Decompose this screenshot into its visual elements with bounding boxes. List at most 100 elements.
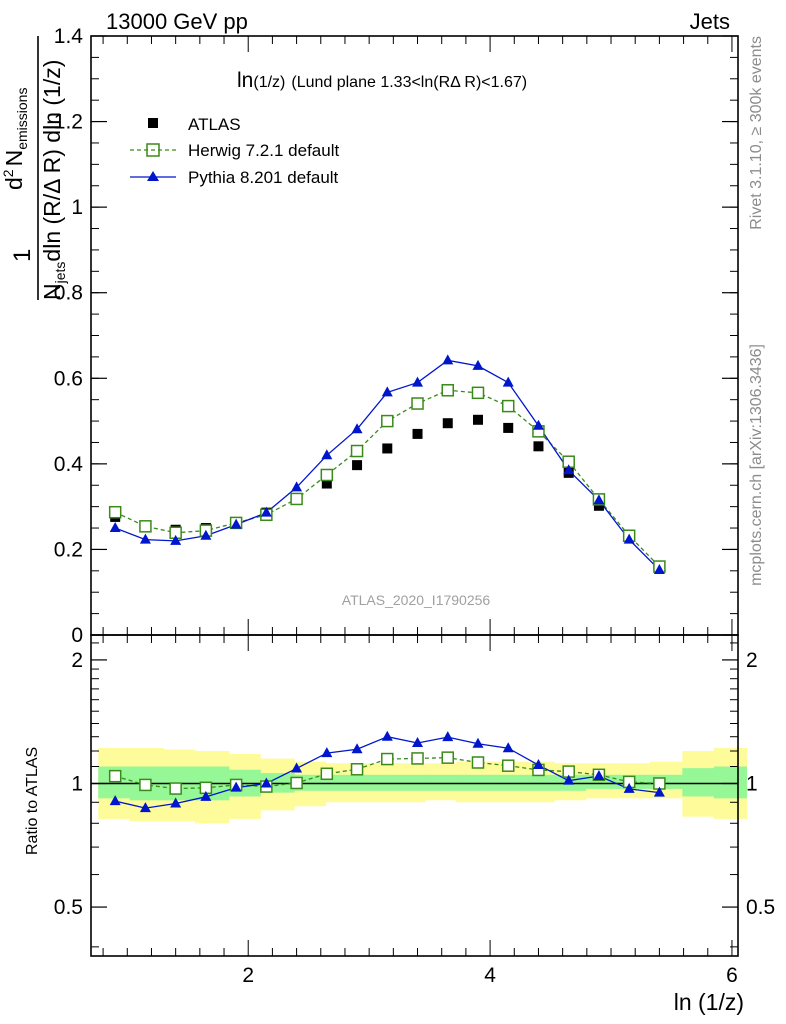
pythia-point xyxy=(230,518,242,529)
y-tick-label: 1.2 xyxy=(54,111,83,134)
ratio-pythia-point xyxy=(653,786,665,797)
main-panel: 0 0.2 0.4 0.6 0.8 1 1.2 1.4 xyxy=(54,25,739,647)
header-energy: 13000 GeV pp xyxy=(106,9,248,34)
pythia-point xyxy=(139,533,151,544)
ratio-pythia-point xyxy=(442,731,454,742)
ratio-herwig-point xyxy=(441,751,455,764)
pythia-point xyxy=(260,506,272,517)
herwig-point xyxy=(320,468,334,482)
legend: ATLAS Herwig 7.2.1 default Pythia 8.201 … xyxy=(130,115,339,187)
ratio-pythia-point xyxy=(109,795,121,806)
pythia-point xyxy=(291,481,303,492)
pythia-point xyxy=(321,449,333,460)
legend-label-herwig: Herwig 7.2.1 default xyxy=(188,141,339,160)
legend-marker-herwig xyxy=(146,143,160,157)
y-tick-label: 0.2 xyxy=(54,538,83,561)
herwig-point xyxy=(139,520,152,533)
ratio-herwig-point xyxy=(411,752,424,765)
legend-label-pythia: Pythia 8.201 default xyxy=(188,168,339,187)
ratio-herwig-point xyxy=(501,759,515,772)
ratio-band-green xyxy=(521,774,555,791)
ratio-herwig-point xyxy=(139,778,152,792)
ratio-tick-label-right: 1 xyxy=(746,772,758,795)
herwig-point xyxy=(471,386,485,400)
y-tick-label: 0.4 xyxy=(54,453,84,476)
header-process: Jets xyxy=(690,9,730,34)
ratio-pythia-point xyxy=(532,759,544,770)
plot-title: ln(1/z) (Lund plane 1.33<ln(RΔ R)<1.67) xyxy=(237,69,527,92)
pythia-point xyxy=(351,423,363,434)
ratio-band-green xyxy=(390,774,426,791)
ratio-band-green xyxy=(456,774,490,791)
pythia-point xyxy=(200,529,212,540)
pythia-point xyxy=(623,533,635,544)
herwig-point xyxy=(290,492,303,506)
ratio-pythia-point xyxy=(260,777,272,788)
x-tick-label: 2 xyxy=(242,964,254,987)
atlas-point xyxy=(503,422,514,433)
y-tick-label: 1.4 xyxy=(54,25,84,48)
ratio-herwig-point xyxy=(381,752,394,766)
y-tick-label: 0 xyxy=(71,624,83,647)
ratio-panel: 2 4 6 0.5 0.5 1 1 2 2 xyxy=(54,634,775,987)
ratio-pythia-point xyxy=(593,769,605,780)
pythia-point xyxy=(442,354,454,365)
pythia-point xyxy=(593,494,605,505)
y-label-numerator: d2Nemissions xyxy=(0,88,30,190)
atlas-point xyxy=(382,443,393,454)
ratio-pythia-point xyxy=(563,774,575,785)
x-axis-label: ln (1/z) xyxy=(674,989,744,1015)
ratio-pythia-point xyxy=(139,802,151,813)
herwig-point xyxy=(381,414,394,428)
ratio-tick-label-right: 0.5 xyxy=(746,896,775,919)
ratio-tick-label: 2 xyxy=(71,649,83,672)
ratio-herwig-point xyxy=(108,769,122,783)
pythia-point xyxy=(563,464,575,475)
pythia-point xyxy=(653,563,665,574)
ratio-herwig-point xyxy=(169,782,182,795)
y-label-denominator: Njetsdln (R/Δ R) dln (1/z) xyxy=(39,60,68,300)
atlas-point xyxy=(533,441,544,452)
legend-marker-atlas xyxy=(148,118,158,128)
ratio-herwig-point xyxy=(350,763,364,776)
x-tick-label: 6 xyxy=(726,964,738,987)
ratio-tick-label: 0.5 xyxy=(54,896,83,919)
atlas-point xyxy=(472,414,483,425)
analysis-watermark: ATLAS_2020_I1790256 xyxy=(342,592,491,608)
y-tick-label: 0.8 xyxy=(54,282,83,305)
pythia-point xyxy=(472,359,484,370)
ratio-tick-label: 1 xyxy=(71,772,83,795)
pythia-point xyxy=(109,522,121,533)
ratio-band-green xyxy=(682,768,715,797)
x-tick-label: 4 xyxy=(484,964,496,987)
ratio-band-green xyxy=(325,774,360,791)
atlas-point xyxy=(593,500,604,511)
ratio-tick-label-right: 2 xyxy=(746,649,758,672)
ratio-band-green xyxy=(359,774,392,791)
ratio-herwig-point xyxy=(320,767,334,781)
legend-entry-herwig: Herwig 7.2.1 default xyxy=(130,141,339,160)
herwig-point xyxy=(108,505,122,519)
atlas-point xyxy=(412,428,423,439)
legend-entry-pythia: Pythia 8.201 default xyxy=(130,168,339,187)
atlas-point xyxy=(352,460,363,471)
y-label-one: 1 xyxy=(9,249,36,262)
atlas-point xyxy=(321,478,332,489)
ratio-frame xyxy=(90,634,739,957)
ratio-band-green xyxy=(488,774,523,791)
y-tick-label: 1 xyxy=(71,196,83,219)
ratio-pythia-point xyxy=(623,782,635,793)
ratio-herwig-point xyxy=(471,756,485,769)
main-y-axis-label: 1 Njetsdln (R/Δ R) dln (1/z) d2Nemission… xyxy=(0,36,68,300)
herwig-point xyxy=(411,397,424,410)
ratio-pythia-point xyxy=(200,790,212,801)
legend-entry-atlas: ATLAS xyxy=(148,115,241,134)
ratio-pythia-point xyxy=(230,781,242,792)
ratio-pythia-point xyxy=(502,742,514,753)
rivet-version-label: Rivet 3.1.10, ≥ 300k events xyxy=(748,36,765,230)
y-tick-label: 0.6 xyxy=(54,367,83,390)
ratio-herwig-point xyxy=(290,776,303,790)
ratio-pythia-point xyxy=(472,737,484,748)
pythia-point xyxy=(532,419,544,430)
pythia-point xyxy=(412,376,424,387)
